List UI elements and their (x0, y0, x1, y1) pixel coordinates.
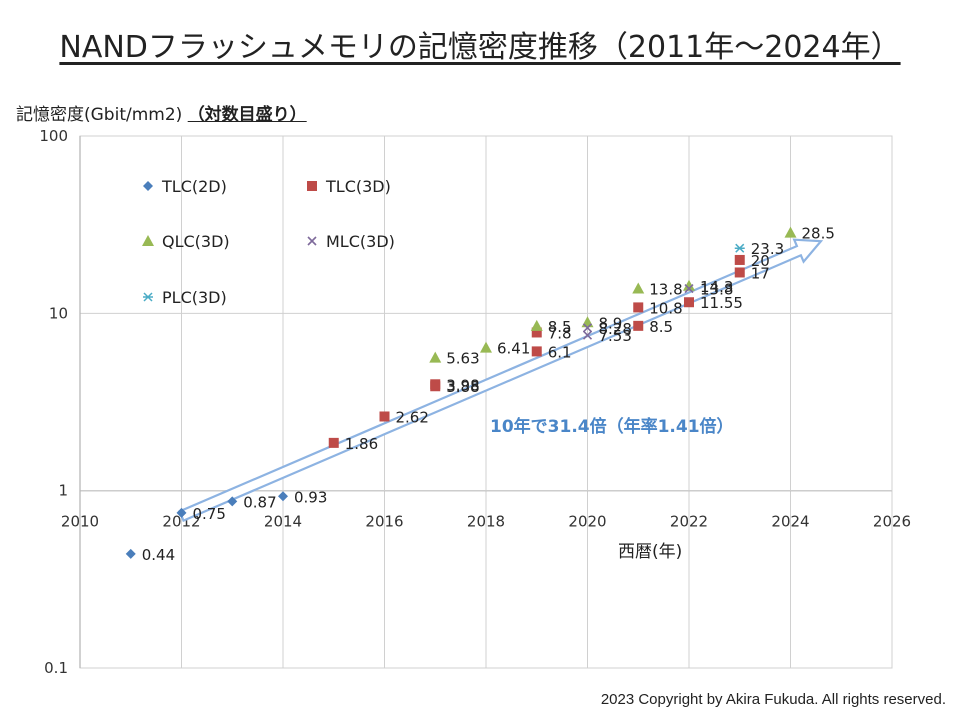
data-point (734, 267, 745, 278)
data-point (278, 491, 288, 502)
legend-label: TLC(2D) (161, 177, 227, 196)
data-points: 0.440.750.87 0.931.862.623.883.986.17.8 8.… (125, 225, 835, 564)
data-label: 11.55 (700, 294, 743, 312)
data-point (429, 351, 442, 363)
legend: TLC(2D) TLC(3D) QLC(3D) MLC(3D) PLC(3D) (142, 177, 395, 307)
x-tick-label: 2010 (61, 513, 99, 531)
data-point (633, 320, 644, 331)
data-point (734, 254, 745, 265)
x-tick-label: 2016 (365, 513, 403, 531)
data-point (683, 279, 695, 291)
y-tick-label: 0.1 (44, 659, 68, 677)
x-tick-label: 2018 (467, 513, 505, 531)
legend-label: MLC(3D) (326, 232, 395, 251)
data-point (125, 548, 136, 559)
data-point (227, 496, 238, 507)
legend-marker (143, 181, 153, 191)
data-point (430, 379, 441, 390)
data-label: 3.98 (446, 376, 479, 394)
x-tick-label: 2026 (873, 513, 911, 531)
y-axis-scale-note: （対数目盛り） (187, 105, 307, 125)
data-label: 8.28 (599, 320, 632, 338)
data-label: 6.41 (497, 340, 530, 358)
chart-title: NANDフラッシュメモリの記憶密度推移（2011年～2024年） (59, 30, 901, 65)
data-label: 0.44 (142, 546, 175, 564)
data-label: 17 (751, 264, 770, 282)
y-axis-label-text: 記憶密度(Gbit/mm2) (16, 105, 188, 125)
legend-marker (143, 292, 153, 302)
data-label: 23.3 (751, 240, 784, 258)
legend-marker (142, 235, 154, 246)
data-label: 10.8 (649, 299, 682, 317)
data-point (632, 282, 645, 294)
legend-marker (307, 181, 317, 191)
data-label: 3.88 (446, 378, 479, 396)
data-label: 13.8 (649, 281, 682, 299)
x-tick-label: 2020 (568, 513, 606, 531)
data-label: 0.93 (294, 488, 327, 506)
data-label: 20 (751, 252, 770, 270)
data-label: 8.5 (649, 318, 673, 336)
data-point (633, 302, 644, 313)
data-label: 8.9 (599, 314, 623, 332)
y-tick-label: 1 (58, 482, 68, 500)
data-point (328, 437, 339, 448)
trend-arrow-shape (178, 238, 824, 523)
data-label: 14.3 (700, 278, 733, 296)
data-point (734, 243, 745, 253)
y-tick-label: 10 (49, 304, 68, 322)
data-point (530, 319, 543, 331)
data-point (684, 297, 694, 308)
data-label: 7.8 (548, 324, 572, 342)
axis-ticks: 2010 2012 2014 2016 2018 2020 2022 2024 20260.11… (39, 127, 911, 677)
y-tick-label: 100 (39, 127, 68, 145)
data-point (176, 507, 187, 518)
data-point (480, 341, 492, 353)
legend-label: PLC(3D) (162, 288, 227, 307)
legend-marker (307, 236, 317, 246)
x-tick-label: 2022 (670, 513, 708, 531)
x-tick-label: 2024 (771, 513, 809, 531)
legend-label: QLC(3D) (162, 232, 230, 251)
x-axis-label: 西暦(年) (618, 542, 682, 562)
data-point (784, 226, 797, 238)
data-label: 7.53 (599, 327, 632, 345)
y-axis-label: 記憶密度(Gbit/mm2) （対数目盛り） (16, 100, 307, 125)
data-point (582, 323, 593, 333)
data-label: 8.5 (548, 318, 572, 336)
data-point (531, 346, 542, 357)
trend-arrow (178, 238, 824, 523)
data-label: 5.63 (446, 350, 479, 368)
data-label: 0.75 (193, 505, 226, 523)
data-label: 1.86 (345, 435, 378, 453)
data-point (684, 283, 694, 294)
legend-label: TLC(3D) (325, 177, 391, 196)
x-tick-label: 2014 (264, 513, 302, 531)
trend-annotation: 10年で31.4倍（年率1.41倍） (490, 416, 734, 437)
data-label: 28.5 (802, 225, 835, 243)
data-label: 2.62 (396, 408, 429, 426)
data-point (582, 330, 593, 340)
data-label: 0.87 (243, 493, 276, 511)
data-label: 13.8 (700, 281, 733, 299)
grid-lines (79, 135, 893, 669)
data-label: 6.1 (548, 343, 572, 361)
data-point (379, 411, 390, 422)
copyright-notice: 2023 Copyright by Akira Fukuda. All righ… (600, 691, 946, 708)
data-point (531, 327, 542, 338)
